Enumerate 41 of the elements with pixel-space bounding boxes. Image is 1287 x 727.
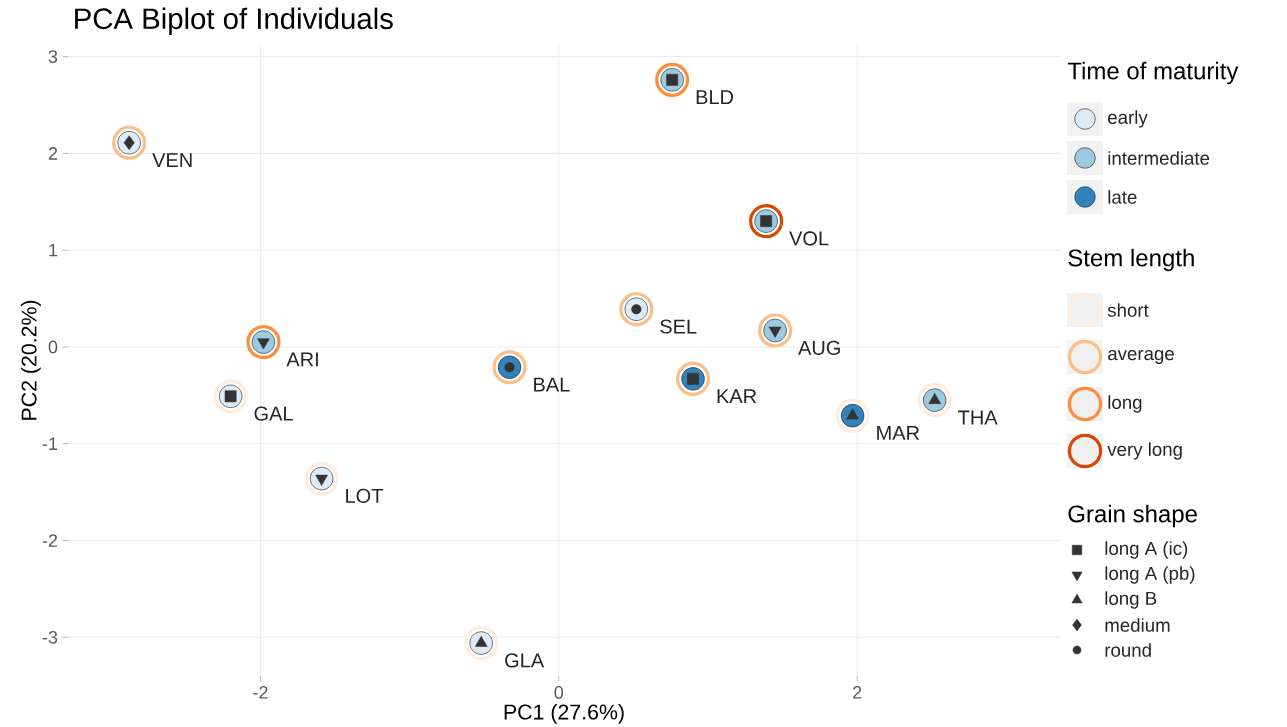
y-axis-title: PC2 (20.2%) [20, 300, 41, 420]
y-tick-label: -3 [42, 630, 58, 644]
legend-label: medium [1105, 618, 1170, 632]
legend-label: very long [1107, 442, 1182, 460]
y-tick-label: 0 [48, 340, 58, 354]
chart-title: PCA Biplot of Individuals [75, 7, 393, 35]
annotation: BLD [696, 90, 734, 105]
legend-label: intermediate [1108, 151, 1210, 165]
legend-label: short [1107, 303, 1149, 317]
legend-label: long B [1105, 591, 1157, 609]
annotation: ARI [286, 352, 318, 367]
x-tick-label: 0 [554, 686, 564, 699]
annotation: VOL [789, 231, 829, 246]
x-axis-title: PC1 (27.6%) [504, 703, 624, 724]
annotation: BAL [534, 377, 570, 392]
annotation: GLA [505, 653, 545, 668]
legend-label: early [1108, 110, 1148, 128]
annotation: GAL [254, 406, 293, 421]
y-tick-label: -1 [42, 437, 58, 450]
legend-title: Time of maturity [1067, 61, 1239, 85]
annotation: VEN [152, 153, 192, 167]
legend-label: long A (pb) [1105, 566, 1195, 584]
annotation: THA [958, 410, 998, 425]
legend-label: long A (ic) [1105, 541, 1188, 559]
y-tick-label: -2 [42, 534, 58, 547]
text: Stem length [1068, 248, 1194, 272]
legend-label: long [1108, 395, 1142, 413]
annotation: MAR [877, 426, 920, 440]
x-tick-label: 2 [853, 686, 862, 699]
annotation: KAR [717, 389, 757, 404]
legend-label: late [1108, 190, 1137, 204]
y-tick-label: 3 [48, 50, 58, 63]
y-tick-label: 1 [49, 243, 58, 257]
annotation: LOT [346, 488, 383, 503]
y-tick-label: 2 [48, 147, 58, 160]
annotation: AUG [798, 340, 840, 355]
x-tick-label: -2 [253, 686, 268, 699]
annotation: SEL [660, 319, 697, 334]
legend-label: round [1105, 643, 1151, 657]
text: Grain shape [1068, 504, 1197, 528]
legend-label: average [1108, 350, 1174, 364]
